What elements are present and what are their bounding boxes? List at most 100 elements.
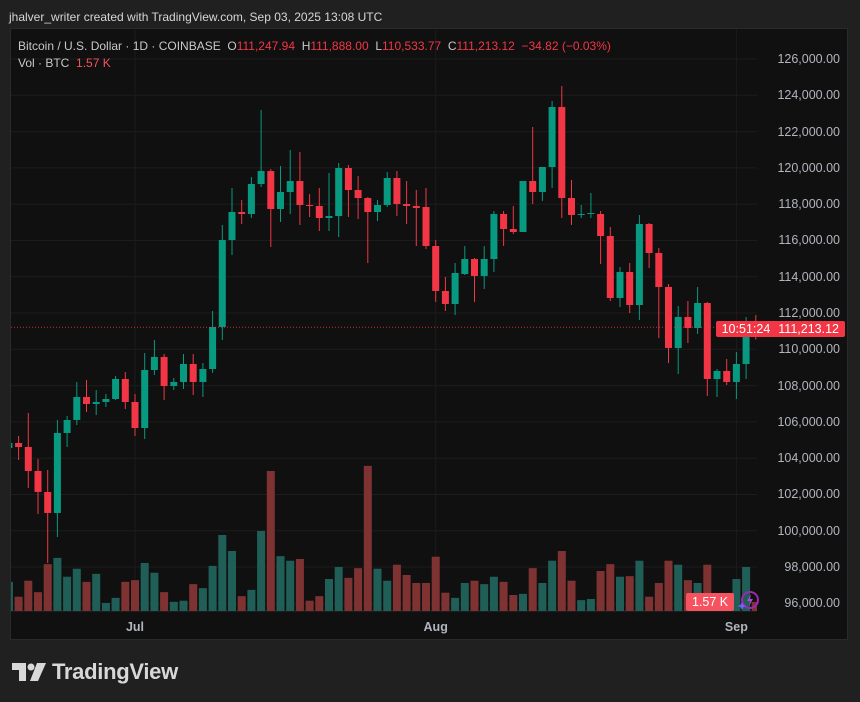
candle-body: [606, 236, 614, 298]
candle-body: [597, 214, 605, 237]
candle-body: [529, 181, 537, 193]
volume-bar: [286, 560, 295, 611]
volume-bar: [363, 465, 372, 611]
candle-body: [732, 363, 740, 382]
candle-body: [432, 246, 440, 291]
candle-body: [92, 401, 100, 404]
price-tick: 110,000.00: [778, 342, 840, 357]
volume-bar: [169, 601, 178, 611]
volume-bar: [519, 593, 527, 611]
price-tick: 100,000.00: [777, 523, 840, 538]
candle-body: [364, 198, 372, 212]
volume-bar: [43, 564, 52, 611]
volume-bar: [596, 571, 605, 611]
candle-body: [209, 326, 217, 369]
candle-body: [451, 273, 459, 304]
volume-bar: [354, 568, 363, 611]
volume-bar: [150, 572, 159, 611]
candle-body: [44, 491, 52, 513]
high-value: 111,888.00: [310, 39, 369, 53]
grid-lines: [11, 29, 757, 612]
volume-legend: Vol · BTC 1.57 K: [18, 56, 111, 70]
candle-body: [684, 316, 692, 328]
lightning-icon[interactable]: [737, 591, 759, 610]
volume-bar: [131, 580, 139, 611]
candle-body: [257, 171, 265, 185]
candle-body: [189, 363, 197, 382]
time-tick: Jul: [125, 620, 145, 634]
candle-body: [655, 253, 663, 287]
volume-bar: [489, 576, 498, 611]
chart-credit: jhalver_writer created with TradingView.…: [9, 10, 383, 24]
candle-body: [403, 204, 411, 207]
candle-body: [344, 167, 352, 191]
change-value: −34.82 (−0.03%): [521, 39, 611, 53]
candle-body: [674, 316, 682, 348]
candle-body: [131, 401, 139, 428]
price-tick: 102,000.00: [777, 487, 840, 502]
volume-bar: [654, 583, 663, 611]
candle-body: [519, 181, 527, 233]
candle-body: [383, 178, 391, 206]
volume-bar: [305, 600, 314, 611]
candle-body: [83, 396, 90, 404]
brand-name: TradingView: [52, 659, 178, 684]
volume-bar: [412, 583, 421, 611]
candle-body: [141, 369, 149, 428]
candle-body: [277, 192, 284, 210]
candle-body: [228, 211, 236, 240]
price-tick: 112,000.00: [778, 306, 840, 321]
candle-body: [568, 198, 575, 216]
volume-bar: [703, 564, 712, 611]
volume-bar: [586, 599, 595, 611]
volume-bar: [276, 556, 285, 611]
volume-bar: [237, 596, 246, 611]
volume-bar: [101, 603, 110, 611]
volume-bar: [189, 584, 198, 611]
volume-bar: [470, 580, 479, 611]
volume-bar: [228, 551, 236, 611]
candle-body: [587, 212, 595, 215]
volume-bar: [63, 576, 72, 611]
volume-bar: [11, 581, 13, 611]
open-value: 111,247.94: [236, 39, 296, 53]
volume-bar: [538, 583, 547, 611]
high-label: H: [301, 39, 311, 53]
candle-body: [500, 214, 508, 230]
tradingview-logo[interactable]: TradingView: [12, 659, 178, 685]
candle-body: [723, 370, 731, 382]
candle-body: [63, 419, 71, 433]
price-tick: 104,000.00: [777, 451, 840, 466]
candle-body: [490, 214, 498, 260]
candle-body: [160, 356, 168, 386]
candle-body: [238, 211, 246, 215]
candle-body: [296, 181, 304, 206]
time-tick: Aug: [423, 620, 448, 634]
price-tick: 120,000.00: [777, 160, 840, 175]
volume-bar: [198, 588, 207, 611]
price-tick: 96,000.00: [784, 596, 840, 611]
symbol-title[interactable]: Bitcoin / U.S. Dollar · 1D · COINBASE: [18, 39, 221, 53]
volume-label[interactable]: Vol · BTC: [18, 56, 70, 70]
volume-bar: [509, 595, 518, 611]
volume-bar: [121, 581, 130, 611]
volume-bars: [11, 465, 757, 611]
candle-body: [548, 107, 556, 167]
candle-body: [412, 206, 420, 209]
volume-bar: [441, 592, 450, 611]
candle-body: [480, 259, 488, 276]
volume-bar: [664, 560, 673, 611]
volume-bar: [480, 584, 489, 611]
volume-value: 1.57 K: [76, 56, 111, 70]
volume-bar: [92, 573, 101, 611]
candle-body: [471, 259, 478, 276]
volume-bar: [732, 579, 741, 611]
volume-bar: [528, 568, 537, 611]
volume-bar: [72, 568, 81, 611]
volume-bar: [383, 580, 392, 611]
last-price: 111,213.12: [778, 322, 839, 336]
candle-body: [121, 378, 129, 402]
candle-body: [73, 396, 81, 420]
volume-bar: [208, 565, 217, 611]
